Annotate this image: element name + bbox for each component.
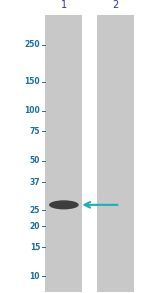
Ellipse shape: [49, 200, 79, 209]
Text: 2: 2: [113, 0, 119, 10]
Text: 75: 75: [30, 127, 40, 136]
Bar: [45, 15, 82, 292]
Text: 250: 250: [24, 40, 40, 49]
Text: 25: 25: [30, 206, 40, 215]
Text: 150: 150: [24, 77, 40, 86]
Text: 100: 100: [24, 106, 40, 115]
Bar: [97, 15, 134, 292]
Text: 15: 15: [30, 243, 40, 252]
Text: 50: 50: [30, 156, 40, 165]
Text: 10: 10: [30, 272, 40, 281]
Text: 1: 1: [61, 0, 67, 10]
Text: 20: 20: [30, 222, 40, 231]
Text: 37: 37: [29, 178, 40, 187]
